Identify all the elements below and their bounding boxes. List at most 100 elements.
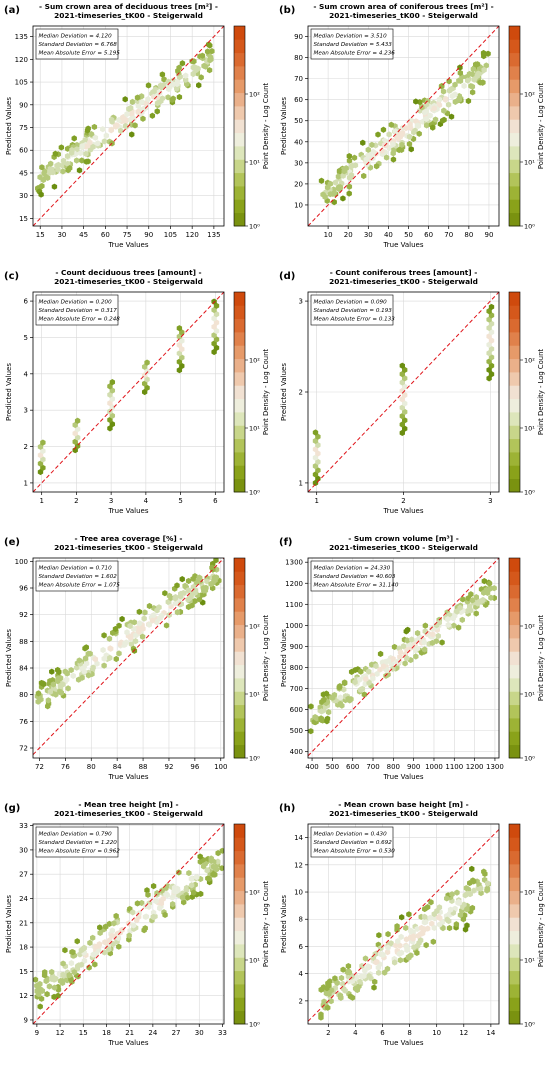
hexbin-point bbox=[150, 909, 157, 916]
hexbin-point bbox=[449, 891, 455, 898]
colorbar-segment bbox=[509, 704, 520, 719]
colorbar-segment bbox=[509, 452, 520, 466]
colorbar-segment bbox=[234, 678, 245, 692]
hexbin-point bbox=[176, 367, 183, 374]
colorbar-segment bbox=[509, 372, 520, 386]
hexbin-point bbox=[179, 576, 185, 583]
hexbin-point bbox=[107, 425, 113, 432]
colorbar-segment bbox=[234, 864, 245, 878]
y-tick-label: 96 bbox=[19, 585, 28, 593]
colorbar-segment bbox=[234, 186, 245, 200]
hexbin-point bbox=[406, 646, 412, 653]
stats-line: Mean Absolute Error = 0.133 bbox=[314, 317, 396, 323]
hexbin-point bbox=[337, 694, 344, 701]
hexbin-point bbox=[142, 609, 148, 616]
hexbin-point bbox=[162, 911, 168, 918]
hexbin-point bbox=[134, 900, 141, 907]
hexbin-point bbox=[131, 619, 138, 626]
hexbin-point bbox=[122, 116, 129, 124]
x-tick-label: 500 bbox=[326, 763, 339, 771]
hexbin-point bbox=[133, 632, 139, 639]
hexbin-point bbox=[128, 640, 135, 648]
hexbin-point bbox=[141, 388, 148, 396]
hexbin-point bbox=[154, 100, 161, 107]
hexbin-point bbox=[182, 583, 189, 590]
hexbin-point bbox=[380, 126, 387, 133]
hexbin-point bbox=[346, 152, 352, 160]
colorbar-segment bbox=[509, 624, 520, 639]
hexbin-point bbox=[459, 616, 465, 623]
hexbin-point bbox=[57, 977, 64, 985]
hexbin-point bbox=[349, 994, 356, 1001]
y-tick-label: 120 bbox=[15, 56, 28, 64]
hexbin-point bbox=[341, 679, 348, 686]
hexbin-point bbox=[358, 668, 364, 675]
hexbin-point bbox=[486, 350, 492, 357]
hexbin-point bbox=[129, 98, 136, 105]
hexbin-point bbox=[107, 400, 113, 407]
hexbin-point bbox=[469, 83, 476, 90]
hexbin-point bbox=[369, 141, 375, 148]
stats-line: Median Deviation = 24.330 bbox=[314, 566, 391, 572]
colorbar-tick-label: 10¹ bbox=[249, 159, 260, 167]
hexbin-point bbox=[477, 885, 484, 892]
hexbin-point bbox=[59, 162, 66, 169]
y-tick-label: 700 bbox=[290, 685, 303, 693]
hexbin-point bbox=[174, 80, 180, 88]
hexbin-point bbox=[39, 182, 45, 190]
hexbin-point bbox=[77, 149, 84, 157]
hexbin-point bbox=[189, 58, 195, 65]
chart-title: - Sum crown area of coniferous trees [m²… bbox=[313, 2, 493, 11]
chart-panel: (g) - Mean tree height [m] -2021-timeseri… bbox=[4, 800, 270, 1047]
hexbin-point bbox=[488, 362, 495, 369]
chart-title: - Sum crown volume [m³] - bbox=[348, 534, 459, 543]
colorbar-segment bbox=[234, 691, 245, 706]
hexbin-point bbox=[453, 921, 460, 928]
hexbin-point bbox=[146, 602, 153, 610]
hexbin-point bbox=[107, 416, 113, 424]
x-tick-label: 12 bbox=[459, 1029, 468, 1037]
y-axis-label: Predicted Values bbox=[280, 629, 288, 687]
colorbar-segment bbox=[509, 398, 520, 413]
y-tick-label: 5 bbox=[24, 334, 28, 342]
hexbin-point bbox=[352, 679, 358, 686]
colorbar-segment bbox=[509, 305, 520, 320]
colorbar-tick-label: 10¹ bbox=[524, 159, 535, 167]
y-tick-label: 8 bbox=[299, 916, 303, 924]
hexbin-point bbox=[71, 135, 77, 142]
hexbin-point bbox=[113, 655, 119, 663]
colorbar-segment bbox=[509, 26, 520, 40]
colorbar-tick-label: 10² bbox=[524, 91, 535, 99]
y-tick-label: 9 bbox=[24, 1016, 28, 1024]
chart-panel: (c) - Count deciduous trees [amount] -202… bbox=[4, 268, 270, 515]
hexbin-point bbox=[113, 912, 119, 920]
hexbin-point bbox=[402, 366, 408, 374]
colorbar-segment bbox=[234, 850, 245, 865]
hexbin-point bbox=[37, 174, 43, 181]
hexbin-point bbox=[361, 691, 368, 698]
hexbin-point bbox=[397, 133, 403, 140]
hexbin-point bbox=[399, 362, 405, 369]
hexbin-point bbox=[361, 972, 367, 980]
hexbin-point bbox=[402, 660, 408, 667]
hexbin-point bbox=[470, 66, 477, 73]
colorbar-segment bbox=[234, 465, 245, 480]
stats-line: Standard Deviation = 1.602 bbox=[39, 574, 118, 580]
hexbin-point bbox=[413, 653, 419, 660]
stats-line: Median Deviation = 0.430 bbox=[314, 832, 388, 838]
colorbar-segment bbox=[234, 412, 245, 426]
hexbin-point bbox=[73, 157, 80, 164]
hexbin-point bbox=[332, 975, 338, 982]
hexbin-point bbox=[383, 154, 390, 161]
hexbin-point bbox=[430, 124, 436, 131]
y-tick-label: 14 bbox=[294, 834, 303, 842]
hexbin-point bbox=[211, 306, 217, 314]
panel-label: (e) bbox=[4, 537, 20, 548]
hexbin-point bbox=[204, 867, 210, 874]
hexbin-point bbox=[60, 157, 67, 164]
hexbin-point bbox=[366, 668, 372, 675]
hexbin-point bbox=[162, 590, 168, 597]
y-tick-label: 135 bbox=[15, 33, 28, 41]
colorbar-segment bbox=[234, 944, 245, 958]
x-tick-label: 4 bbox=[353, 1029, 358, 1037]
